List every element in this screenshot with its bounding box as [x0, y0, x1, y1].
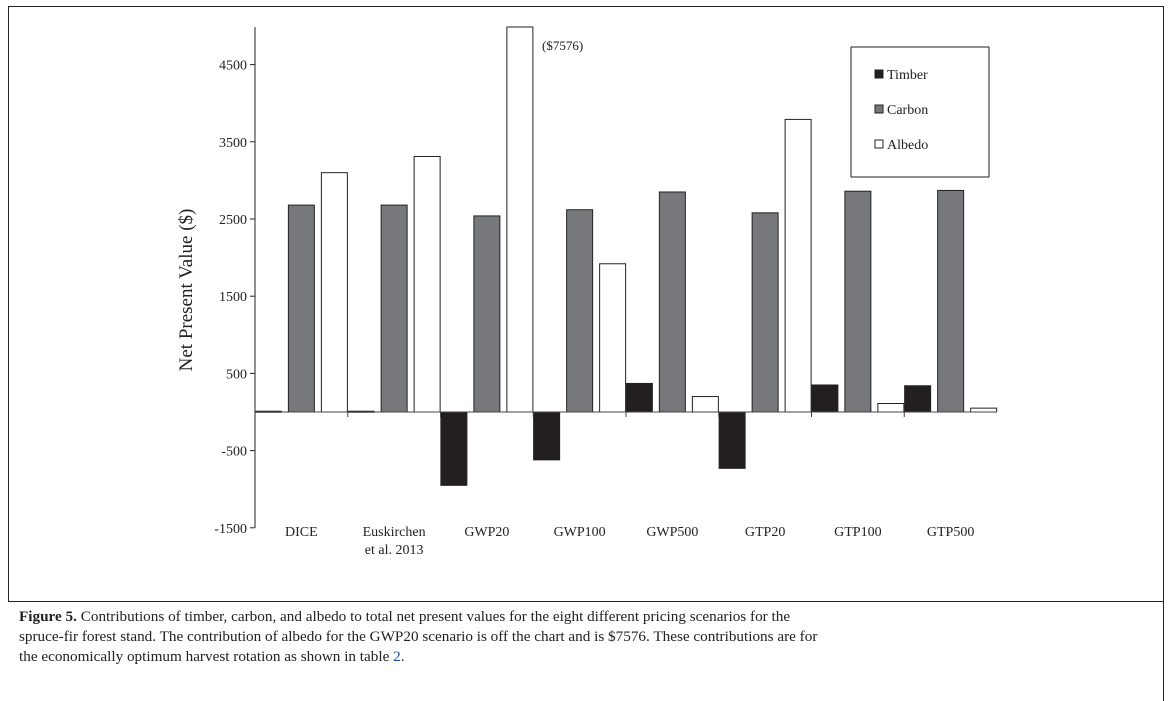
- caption-label: Figure 5.: [19, 608, 77, 625]
- table-reference-link[interactable]: 2: [393, 648, 401, 665]
- frame-top-border: [8, 6, 1164, 7]
- bar-timber: [625, 382, 653, 413]
- bar-carbon: [380, 204, 408, 413]
- x-category-label: GTP500: [927, 525, 974, 540]
- caption-text-2: spruce-fir forest stand. The contributio…: [19, 628, 818, 645]
- frame-right-border: [1163, 6, 1164, 602]
- bar-carbon: [844, 190, 872, 413]
- figure-caption: Figure 5. Contributions of timber, carbo…: [19, 607, 1159, 667]
- x-category-label: Euskirchen: [363, 525, 426, 540]
- y-tick-label: 3500: [219, 136, 247, 151]
- bars-group: [254, 26, 998, 486]
- axes-group: 4500 3500 2500 1500 500 -500 -1500 DICE Euskirch…: [214, 27, 997, 558]
- legend-swatch-albedo: [874, 139, 884, 149]
- x-category-label: GWP20: [464, 525, 509, 540]
- frame-left-border: [8, 6, 9, 602]
- x-category-label: GWP500: [646, 525, 698, 540]
- chart-legend: Timber Carbon Albedo: [850, 46, 990, 178]
- bar-albedo: [784, 118, 812, 413]
- bar-albedo: [691, 396, 719, 413]
- off-chart-annotation: ($7576): [542, 38, 583, 53]
- bar-carbon: [566, 209, 594, 413]
- x-category-label: et al. 2013: [365, 543, 424, 558]
- caption-right-border: [1163, 601, 1164, 701]
- legend-box: [850, 46, 990, 178]
- x-category-label: DICE: [285, 525, 318, 540]
- legend-label-albedo: Albedo: [887, 138, 928, 153]
- bar-timber: [904, 385, 932, 413]
- bar-timber: [811, 384, 839, 413]
- bar-timber: [440, 411, 468, 486]
- x-category-label: GTP100: [834, 525, 881, 540]
- y-tick-label: -500: [221, 445, 247, 460]
- y-tick-label: -1500: [214, 522, 247, 537]
- y-tick-label: 2500: [219, 213, 247, 228]
- legend-label-timber: Timber: [887, 68, 928, 83]
- bar-carbon: [751, 212, 779, 413]
- bar-timber: [533, 411, 561, 461]
- bar-chart: 4500 3500 2500 1500 500 -500 -1500 DICE Euskirch…: [176, 26, 998, 558]
- bar-albedo: [599, 263, 627, 413]
- bar-albedo: [413, 155, 441, 413]
- caption-line-3: the economically optimum harvest rotatio…: [19, 647, 1159, 667]
- bar-carbon: [287, 204, 315, 413]
- x-category-label: GTP20: [745, 525, 785, 540]
- caption-text-1: Contributions of timber, carbon, and alb…: [76, 608, 791, 625]
- bar-timber: [718, 411, 746, 469]
- y-tick-label: 4500: [219, 59, 247, 74]
- bar-albedo: [320, 172, 348, 413]
- bar-carbon: [473, 215, 501, 413]
- y-tick-label: 1500: [219, 290, 247, 305]
- bar-carbon: [937, 189, 965, 413]
- caption-line-2: spruce-fir forest stand. The contributio…: [19, 627, 1159, 647]
- legend-swatch-timber: [874, 69, 884, 79]
- legend-swatch-carbon: [874, 104, 884, 114]
- y-axis-label: Net Present Value ($): [176, 209, 197, 372]
- bar-albedo: [970, 407, 998, 413]
- bar-albedo: [506, 26, 534, 413]
- bar-carbon: [658, 191, 686, 413]
- caption-text-3b: .: [400, 648, 405, 665]
- caption-line-1: Figure 5. Contributions of timber, carbo…: [19, 607, 1159, 627]
- legend-label-carbon: Carbon: [887, 103, 928, 118]
- x-category-label: GWP100: [554, 525, 606, 540]
- y-tick-label: 500: [226, 367, 247, 382]
- caption-text-3a: the economically optimum harvest rotatio…: [19, 648, 394, 665]
- bar-albedo: [877, 403, 905, 413]
- frame-bottom-border: [8, 601, 1164, 602]
